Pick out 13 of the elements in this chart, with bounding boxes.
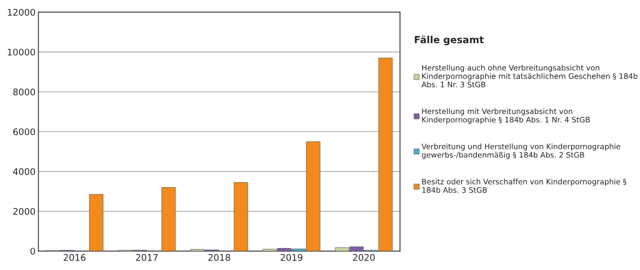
y-tick-label: 10000 bbox=[8, 48, 36, 56]
y-tick-label: 2000 bbox=[13, 208, 36, 215]
x-tick-label: 2020 bbox=[353, 254, 375, 261]
x-tick-label: 2018 bbox=[208, 254, 230, 261]
legend-title: Fälle gesamt bbox=[414, 36, 484, 46]
y-tick-label: 4000 bbox=[13, 168, 36, 176]
y-tick-label: 0 bbox=[30, 248, 36, 255]
y-tick-label: 12000 bbox=[8, 8, 36, 16]
x-tick-label: 2017 bbox=[136, 254, 158, 261]
y-tick-label: 8000 bbox=[13, 88, 36, 96]
y-tick-label: 6000 bbox=[13, 128, 36, 136]
x-tick-label: 2016 bbox=[64, 254, 86, 261]
x-tick-label: 2019 bbox=[280, 254, 302, 261]
